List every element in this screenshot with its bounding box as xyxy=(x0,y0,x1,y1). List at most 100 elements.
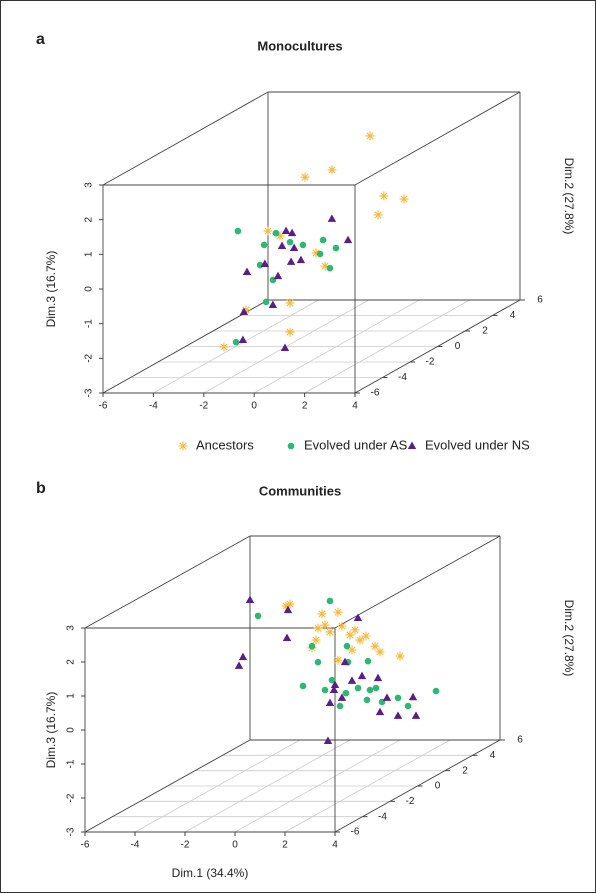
point xyxy=(280,343,290,352)
point xyxy=(404,702,412,710)
point xyxy=(239,307,249,315)
point xyxy=(311,248,321,258)
point xyxy=(283,605,293,614)
y-tick-label: 4 xyxy=(510,310,516,321)
z-tick-label: 2 xyxy=(84,216,95,222)
x-tick-label: -6 xyxy=(99,401,108,412)
point xyxy=(347,676,357,684)
point xyxy=(355,635,365,645)
box-edge xyxy=(102,91,269,186)
panel-label: a xyxy=(36,31,45,48)
point xyxy=(343,642,351,650)
panel-label: b xyxy=(36,480,46,497)
chart-title: Communities xyxy=(259,483,341,498)
point xyxy=(361,631,371,641)
point xyxy=(262,298,270,306)
point xyxy=(281,601,291,611)
point xyxy=(343,235,353,244)
point xyxy=(364,657,372,665)
z-tick-label: 3 xyxy=(66,625,77,631)
point xyxy=(333,607,343,617)
point xyxy=(321,686,329,694)
point xyxy=(285,599,295,609)
y-tick-label: -2 xyxy=(406,796,415,807)
point xyxy=(326,264,334,272)
point xyxy=(317,609,327,619)
point xyxy=(379,191,389,201)
point xyxy=(394,694,402,702)
point xyxy=(337,693,347,701)
point xyxy=(287,228,297,237)
x-tick-label: -2 xyxy=(199,401,208,412)
x-tick-label: 0 xyxy=(232,840,238,851)
point xyxy=(408,692,418,701)
box-edge xyxy=(354,91,521,186)
z-tick-label: -1 xyxy=(84,319,95,328)
point xyxy=(432,687,440,695)
point xyxy=(285,298,295,308)
point xyxy=(238,335,248,344)
point xyxy=(273,271,283,280)
point xyxy=(285,327,295,337)
point xyxy=(329,685,339,694)
z-tick-label: -2 xyxy=(84,353,95,362)
box-edge xyxy=(102,299,269,394)
z-axis-label: Dim.3 (16.7%) xyxy=(44,692,58,769)
z-tick-label: 2 xyxy=(66,659,77,665)
point xyxy=(238,652,248,661)
box-edge xyxy=(334,535,501,629)
z-axis-label: Dim.3 (16.7%) xyxy=(44,251,58,328)
x-axis-label: Dim.1 (34.4%) xyxy=(172,866,249,880)
z-tick-label: 0 xyxy=(66,727,77,733)
point xyxy=(393,711,403,719)
legend-marker xyxy=(287,442,295,450)
x-tick-label: -4 xyxy=(149,401,158,412)
point xyxy=(373,673,383,682)
point xyxy=(336,702,344,710)
point xyxy=(347,645,357,655)
chart-title: Monocultures xyxy=(257,38,342,53)
y-tick-label: -6 xyxy=(351,827,360,838)
y-tick-label: 6 xyxy=(517,735,523,746)
point xyxy=(242,267,252,275)
point xyxy=(268,300,278,309)
point xyxy=(325,698,335,706)
point xyxy=(260,241,268,249)
z-tick-label: -2 xyxy=(66,793,77,802)
point xyxy=(327,165,337,175)
x-tick-label: 0 xyxy=(251,401,257,412)
y-tick-label: 2 xyxy=(482,326,488,337)
legend-label: Ancestors xyxy=(196,437,254,452)
point xyxy=(354,684,362,692)
point xyxy=(289,243,299,252)
point xyxy=(323,736,333,745)
point xyxy=(375,647,385,657)
legend-label: Evolved under NS xyxy=(425,437,530,452)
point xyxy=(395,651,405,661)
point xyxy=(375,707,385,716)
point xyxy=(382,693,392,701)
z-tick-label: 1 xyxy=(66,693,77,699)
point xyxy=(332,244,340,252)
point xyxy=(328,676,336,684)
point xyxy=(316,250,324,258)
point xyxy=(263,226,273,236)
point xyxy=(275,231,285,241)
point xyxy=(399,194,409,204)
z-tick-label: 3 xyxy=(84,182,95,188)
y-tick-label: -4 xyxy=(378,811,387,822)
point xyxy=(363,696,371,704)
z-tick-label: -3 xyxy=(84,388,95,397)
point xyxy=(326,597,334,605)
y-tick-label: 6 xyxy=(537,295,543,306)
x-tick-label: 4 xyxy=(352,401,358,412)
point xyxy=(345,630,355,640)
box-edge xyxy=(84,739,251,833)
point xyxy=(272,229,280,237)
point xyxy=(372,684,380,692)
x-tick-label: -4 xyxy=(131,840,140,851)
point xyxy=(320,620,330,630)
y-tick-label: 0 xyxy=(435,781,441,792)
y-tick-label: -2 xyxy=(426,357,435,368)
point xyxy=(320,261,330,271)
